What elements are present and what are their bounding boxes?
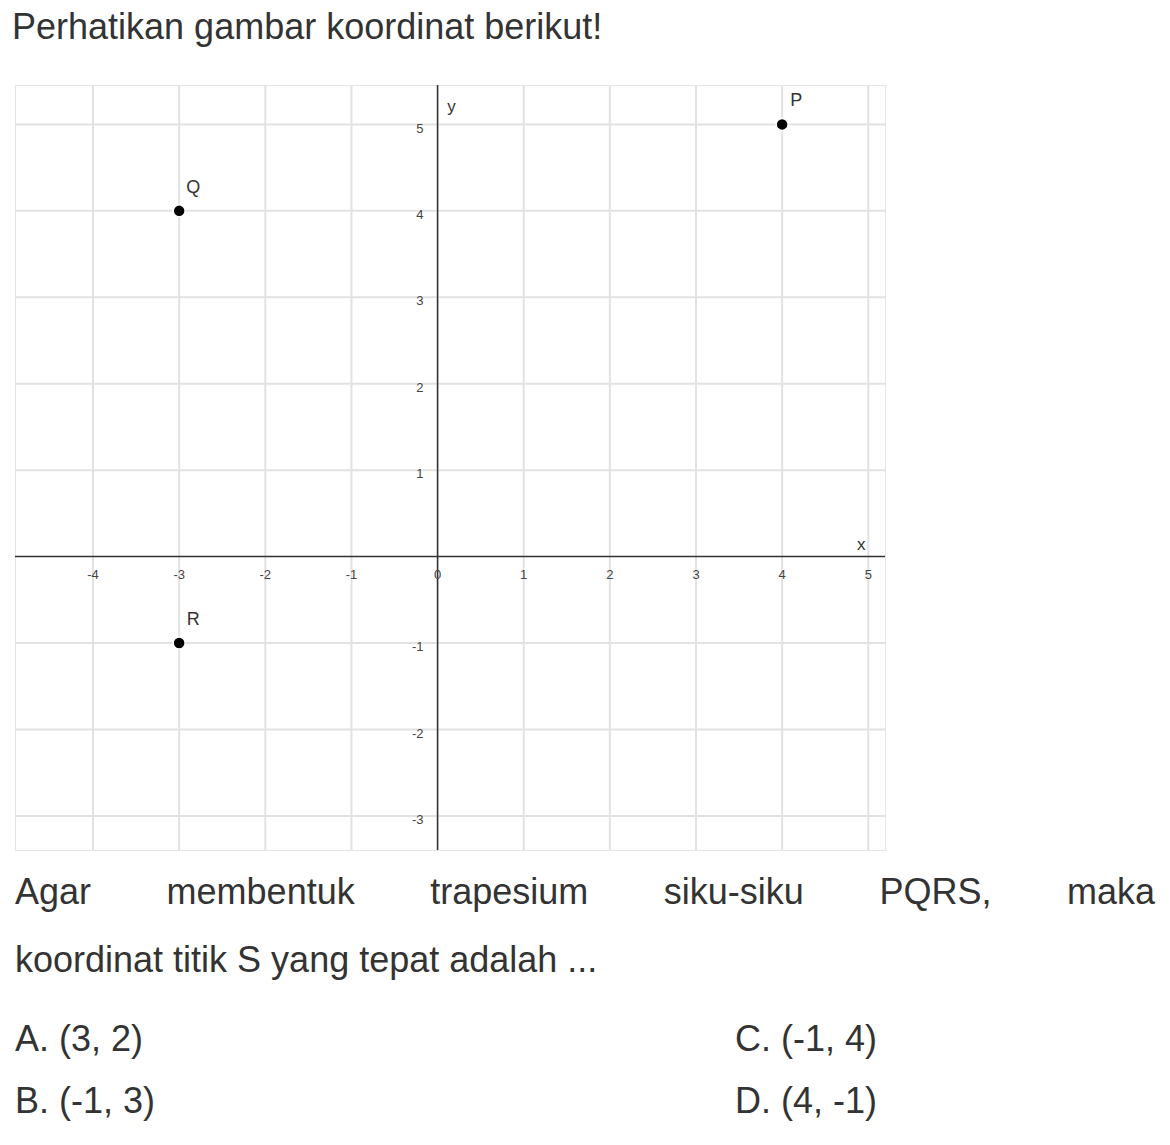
svg-text:-2: -2 <box>260 567 272 582</box>
svg-text:Q: Q <box>186 177 200 197</box>
svg-text:4: 4 <box>416 207 423 222</box>
svg-text:-3: -3 <box>412 812 424 827</box>
svg-text:4: 4 <box>779 567 786 582</box>
html-text:Perhatikan gambar koordinat be: Perhatikan gambar koordinat berikut! <box>12 6 603 47</box>
svg-text:5: 5 <box>865 567 872 582</box>
svg-text:-2: -2 <box>412 726 424 741</box>
svg-text:1: 1 <box>520 567 527 582</box>
html-text:D. (4, -1): D. (4, -1) <box>735 1080 877 1121</box>
svg-text:2: 2 <box>416 380 423 395</box>
html-text:A. (3, 2): A. (3, 2) <box>15 1018 143 1059</box>
svg-text:0: 0 <box>434 567 441 582</box>
html-text:Agar membentuk trapesium siku-: Agar membentuk trapesium siku-siku PQRS,… <box>15 871 1155 912</box>
svg-text:1: 1 <box>416 466 423 481</box>
svg-text:x: x <box>857 535 866 554</box>
svg-text:2: 2 <box>606 567 613 582</box>
svg-text:5: 5 <box>416 121 423 136</box>
html-text:B. (-1, 3): B. (-1, 3) <box>15 1080 155 1121</box>
html-text:C. (-1, 4): C. (-1, 4) <box>735 1018 877 1059</box>
svg-text:-4: -4 <box>87 567 99 582</box>
svg-text:3: 3 <box>416 293 423 308</box>
svg-text:-3: -3 <box>173 567 185 582</box>
html-text:koordinat titik S yang tepat a: koordinat titik S yang tepat adalah ... <box>15 939 598 980</box>
svg-text:-1: -1 <box>412 639 424 654</box>
svg-text:P: P <box>790 90 802 110</box>
svg-text:-1: -1 <box>346 567 358 582</box>
svg-text:3: 3 <box>692 567 699 582</box>
svg-text:y: y <box>447 97 456 116</box>
svg-text:R: R <box>187 609 200 629</box>
